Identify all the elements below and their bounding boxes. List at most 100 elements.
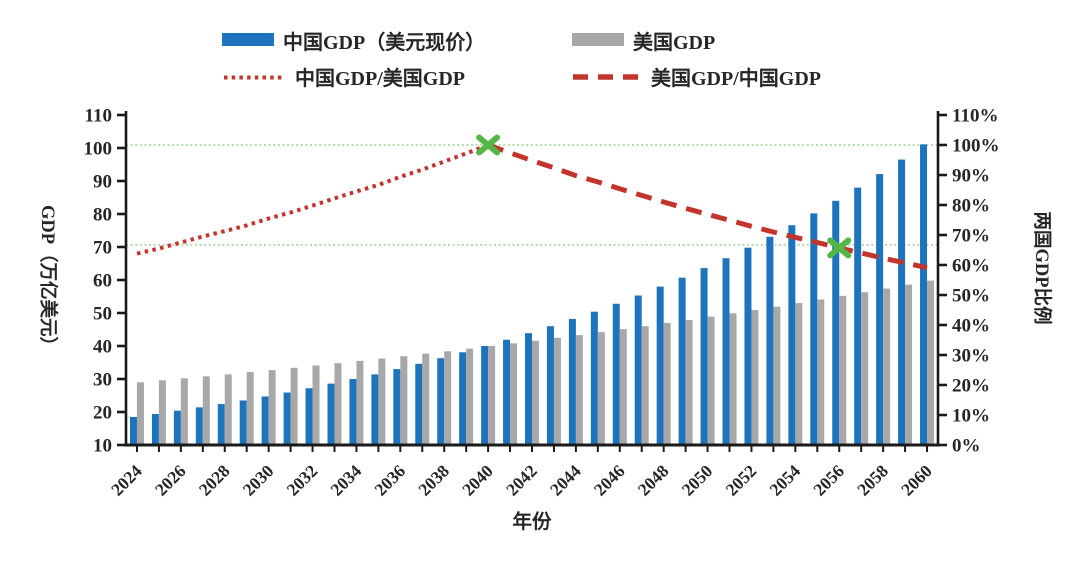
bar-china-2036 <box>393 369 401 445</box>
china-gdp-bars <box>129 144 928 446</box>
x-axis-title: 年份 <box>512 510 552 533</box>
us-gdp-bars <box>136 280 935 445</box>
bar-china-2060 <box>920 144 928 445</box>
bar-us-2030 <box>268 370 276 445</box>
bar-us-2029 <box>246 372 254 445</box>
y-left-tick-label-10: 10 <box>93 436 112 457</box>
x-tick-label-2056: 2056 <box>809 461 848 500</box>
bar-us-2044 <box>575 335 583 445</box>
bar-us-2034 <box>356 360 364 445</box>
bar-us-2058 <box>883 288 891 445</box>
bar-us-2047 <box>641 326 649 445</box>
bar-china-2030 <box>261 396 269 445</box>
x-tick-label-2038: 2038 <box>414 461 453 500</box>
bar-china-2027 <box>195 407 203 445</box>
bar-us-2026 <box>180 378 188 445</box>
bar-china-2057 <box>854 187 862 445</box>
bar-china-2048 <box>656 286 664 445</box>
bar-us-2042 <box>532 340 539 445</box>
bar-china-2033 <box>327 383 335 445</box>
dashed-line-swatch-icon <box>572 65 642 88</box>
bar-us-2048 <box>663 322 671 445</box>
us-gdp-bar-swatch-icon <box>572 29 624 52</box>
y-right-tick-label-90: 90% <box>952 166 990 187</box>
crossover-marker-2040 <box>476 134 501 156</box>
bar-china-2026 <box>173 410 181 445</box>
bar-china-2045 <box>590 311 598 445</box>
y-left-tick-label-100: 100 <box>84 139 113 160</box>
x-tick-label-2042: 2042 <box>502 461 541 500</box>
y-right-tick-label-10: 10% <box>952 406 990 427</box>
y-right-tick-label-0: 0% <box>952 436 981 457</box>
bar-china-2024 <box>129 416 137 445</box>
bar-us-2036 <box>400 356 408 445</box>
y-right-tick-label-60: 60% <box>952 256 990 277</box>
legend-label-china-over-us: 中国GDP/美国GDP <box>295 68 465 90</box>
bar-china-2037 <box>415 363 423 445</box>
x-tick-label-2058: 2058 <box>853 461 892 500</box>
bar-us-2037 <box>422 353 430 445</box>
bar-china-2053 <box>766 236 774 445</box>
bar-china-2050 <box>700 268 708 445</box>
bar-us-2051 <box>729 313 737 445</box>
bar-china-2035 <box>371 374 379 445</box>
bar-us-2052 <box>751 310 759 445</box>
x-tick-label-2036: 2036 <box>370 461 409 500</box>
x-tick-label-2034: 2034 <box>326 461 365 500</box>
bar-us-2028 <box>224 374 232 445</box>
bar-china-2032 <box>305 388 313 445</box>
y-left-tick-label-40: 40 <box>93 337 112 358</box>
bar-china-2052 <box>744 247 752 445</box>
china-over-us-line <box>136 143 489 256</box>
y-left-tick-label-30: 30 <box>93 370 112 391</box>
bar-china-2046 <box>612 303 620 445</box>
bar-china-2051 <box>722 258 730 445</box>
bar-us-2038 <box>444 351 452 445</box>
y-left-tick-label-60: 60 <box>93 271 112 292</box>
bar-us-2055 <box>817 299 825 445</box>
legend-item-china-gdp: 中国GDP（美元现价） <box>222 26 572 55</box>
reference-lines <box>126 144 938 246</box>
x-tick-label-2050: 2050 <box>678 461 717 500</box>
legend-label-us-gdp: 美国GDP <box>633 32 716 54</box>
legend-item-us-gdp: 美国GDP <box>572 26 821 55</box>
bar-us-2053 <box>773 306 781 445</box>
x-tick-label-2026: 2026 <box>151 461 190 500</box>
bar-us-2049 <box>685 319 693 445</box>
y-right-tick-label-80: 80% <box>952 196 990 217</box>
bar-us-2057 <box>861 292 869 445</box>
y-axis-left-title: GDP（万亿美元） <box>37 205 59 355</box>
y-axis-left-ticks: 10 20 30 40 50 60 70 80 90 100 110 <box>84 106 126 457</box>
crossover-markers <box>476 134 852 259</box>
bar-us-2060 <box>927 280 935 445</box>
bar-us-2024 <box>136 382 144 445</box>
x-tick-label-2046: 2046 <box>590 461 629 500</box>
y-axis-right-ticks: 0% 10% 20% 30% 40% 50% 60% 70% 80% 90% 100% 110% <box>938 106 1000 457</box>
bar-china-2028 <box>217 404 225 445</box>
bar-china-2042 <box>525 333 532 445</box>
y-right-tick-label-40: 40% <box>952 316 990 337</box>
legend-item-us-over-china: 美国GDP/中国GDP <box>572 62 821 91</box>
y-right-tick-label-20: 20% <box>952 376 990 397</box>
bar-china-2058 <box>876 174 884 445</box>
bar-china-2031 <box>283 392 291 445</box>
x-axis-ticks: 2024 2026 2028 2030 2032 2034 2036 2038 2040 2042… <box>107 445 936 500</box>
y-left-tick-label-80: 80 <box>93 205 112 226</box>
crossover-marker-2056 <box>827 237 852 259</box>
y-right-tick-label-110: 110% <box>952 106 998 127</box>
x-tick-label-2048: 2048 <box>634 461 673 500</box>
dotted-line-swatch-icon <box>222 65 286 88</box>
x-tick-label-2044: 2044 <box>546 461 585 500</box>
bar-us-2027 <box>202 376 210 445</box>
bar-us-2056 <box>839 295 847 445</box>
x-tick-label-2052: 2052 <box>721 461 760 500</box>
y-axis-right-title: 两国GDP比例 <box>1031 211 1053 324</box>
bar-china-2040 <box>481 346 489 445</box>
bar-china-2054 <box>788 225 796 445</box>
bar-us-2054 <box>795 303 803 445</box>
bar-us-2045 <box>597 332 605 445</box>
y-right-tick-label-100: 100% <box>952 136 1000 157</box>
y-left-tick-label-110: 110 <box>85 106 112 127</box>
bar-us-2035 <box>378 358 386 445</box>
